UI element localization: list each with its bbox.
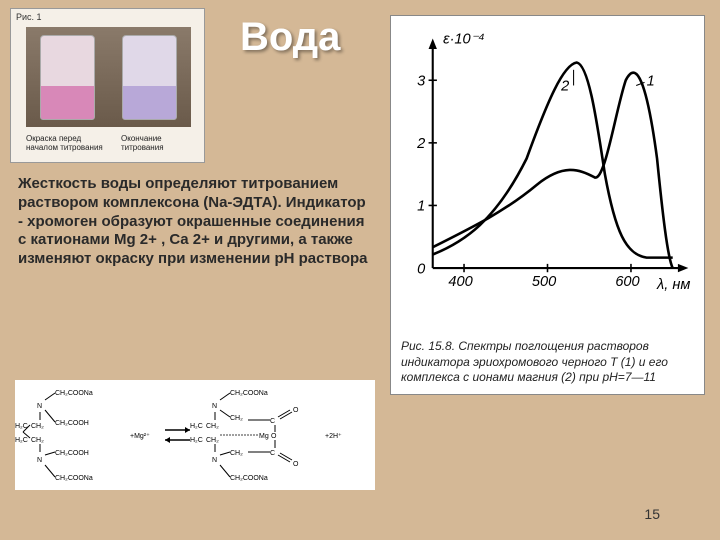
svg-text:O: O [271, 433, 277, 440]
svg-text:1: 1 [647, 73, 655, 89]
svg-text:400: 400 [448, 274, 472, 290]
svg-text:CH₂: CH₂ [206, 423, 219, 430]
svg-text:600: 600 [615, 274, 639, 290]
svg-text:O: O [293, 407, 299, 414]
curve-1 [433, 73, 673, 268]
svg-text:1: 1 [417, 199, 425, 215]
svg-text:3: 3 [417, 73, 425, 89]
svg-text:H₂C: H₂C [190, 437, 203, 444]
svg-text:CH₂COOH: CH₂COOH [55, 420, 89, 427]
svg-text:CH₂: CH₂ [31, 423, 44, 430]
photo-panel: Рис. 1 Окраска перед началом титрования … [10, 8, 205, 163]
svg-text:N: N [212, 457, 217, 464]
svg-text:C: C [270, 450, 275, 457]
svg-text:CH₂COONa: CH₂COONa [230, 390, 268, 397]
svg-text:CH₂: CH₂ [206, 437, 219, 444]
svg-text:+Mg²⁺: +Mg²⁺ [130, 433, 150, 440]
svg-text:CH₂: CH₂ [230, 450, 243, 457]
svg-text:N: N [37, 457, 42, 464]
svg-text:2: 2 [560, 79, 569, 95]
svg-text:C: C [270, 418, 275, 425]
caption-after: Окончание титрования [121, 134, 201, 152]
svg-text:CH₂COONa: CH₂COONa [55, 475, 93, 482]
svg-text:CH₂: CH₂ [31, 437, 44, 444]
glass-before [40, 35, 95, 120]
svg-text:0: 0 [417, 261, 425, 277]
svg-text:CH₂COONa: CH₂COONa [55, 390, 93, 397]
svg-text:CH₂COONa: CH₂COONa [230, 475, 268, 482]
graph-svg: ε·10⁻⁴ λ, нм 0 1 2 3 400 500 600 1 2 [391, 16, 704, 301]
svg-text:H₂C: H₂C [190, 423, 203, 430]
svg-text:λ, нм: λ, нм [656, 277, 690, 293]
body-paragraph: Жесткость воды определяют титрованием ра… [18, 175, 368, 269]
svg-text:ε·10⁻⁴: ε·10⁻⁴ [443, 32, 485, 48]
formula-svg: CH₂COONa CH₂COOH CH₂COOH CH₂COONa N N CH… [15, 380, 375, 490]
glasses-photo [26, 27, 191, 127]
svg-text:500: 500 [532, 274, 556, 290]
svg-text:N: N [37, 403, 42, 410]
svg-text:Mg: Mg [259, 433, 269, 440]
svg-text:CH₂: CH₂ [230, 415, 243, 422]
svg-text:N: N [212, 403, 217, 410]
spectrum-graph: ε·10⁻⁴ λ, нм 0 1 2 3 400 500 600 1 2 Рис… [390, 15, 705, 395]
page-number: 15 [644, 506, 660, 522]
caption-before: Окраска перед началом титрования [26, 134, 106, 152]
graph-caption: Рис. 15.8. Спектры поглощения растворов … [401, 339, 694, 386]
chemical-formula: CH₂COONa CH₂COOH CH₂COOH CH₂COONa N N CH… [15, 380, 375, 490]
svg-text:O: O [293, 461, 299, 468]
svg-text:+2H⁺: +2H⁺ [325, 433, 342, 440]
page-title: Вода [240, 15, 340, 60]
svg-text:H₂C: H₂C [15, 437, 28, 444]
svg-text:H₂C: H₂C [15, 423, 28, 430]
svg-text:CH₂COOH: CH₂COOH [55, 450, 89, 457]
glass-after [122, 35, 177, 120]
photo-figure-label: Рис. 1 [16, 12, 42, 22]
svg-text:2: 2 [416, 136, 425, 152]
